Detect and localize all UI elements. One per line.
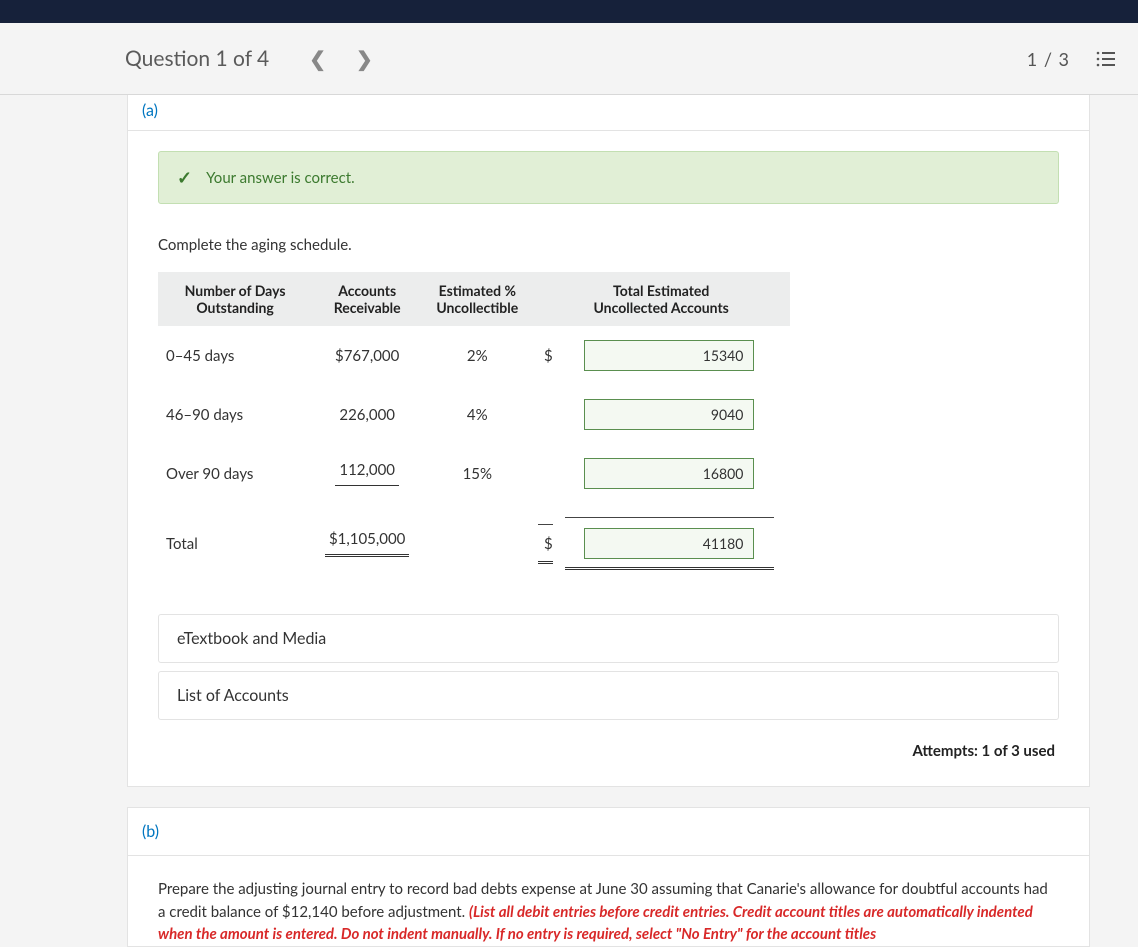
attempt-counter: 1 / 3	[1027, 48, 1070, 70]
uncollected-input[interactable]: 9040	[584, 399, 754, 430]
table-row: Over 90 days 112,000 15% 16800	[158, 444, 790, 503]
aging-schedule-table: Number of DaysOutstanding AccountsReceiv…	[158, 272, 790, 584]
attempts-text: Attempts: 1 of 3 used	[158, 728, 1059, 766]
total-label: Total	[158, 503, 312, 584]
next-question-button[interactable]: ❯	[356, 47, 373, 71]
uncollected-input[interactable]: 16800	[584, 458, 754, 489]
part-b-card: (b) Prepare the adjusting journal entry …	[127, 807, 1090, 947]
uncollected-input[interactable]: 15340	[584, 340, 754, 371]
list-of-accounts-accordion[interactable]: List of Accounts	[158, 671, 1059, 720]
pct-value: 4%	[422, 385, 532, 444]
ar-value: 226,000	[312, 385, 422, 444]
pct-value: 2%	[422, 326, 532, 385]
ar-value: $767,000	[312, 326, 422, 385]
col-header-ar: AccountsReceivable	[312, 272, 422, 326]
prev-question-button[interactable]: ❮	[309, 47, 326, 71]
top-navbar	[0, 0, 1138, 23]
etextbook-accordion[interactable]: eTextbook and Media	[158, 614, 1059, 663]
table-row: 46–90 days 226,000 4% 9040	[158, 385, 790, 444]
correct-banner-text: Your answer is correct.	[206, 169, 355, 187]
question-bar: Question 1 of 4 ❮ ❯ 1 / 3	[0, 23, 1138, 95]
days-label: 46–90 days	[158, 385, 312, 444]
uncollected-total-input[interactable]: 41180	[584, 528, 754, 559]
col-header-pct: Estimated %Uncollectible	[422, 272, 532, 326]
table-row: 0–45 days $767,000 2% $ 15340	[158, 326, 790, 385]
pct-value: 15%	[422, 444, 532, 503]
part-a-label: (a)	[128, 95, 1089, 130]
correct-banner: ✓ Your answer is correct.	[158, 151, 1059, 204]
dollar-sign: $	[532, 503, 558, 584]
col-header-days: Number of DaysOutstanding	[158, 272, 312, 326]
nav-arrows: ❮ ❯	[309, 47, 373, 71]
dollar-sign: $	[532, 326, 558, 385]
question-title: Question 1 of 4	[125, 46, 269, 71]
instruction-text: Complete the aging schedule.	[158, 236, 1059, 254]
days-label: 0–45 days	[158, 326, 312, 385]
ar-value: 112,000	[312, 444, 422, 503]
table-total-row: Total $1,105,000 $ 41180	[158, 503, 790, 584]
check-icon: ✓	[177, 166, 192, 189]
dollar-sign	[532, 385, 558, 444]
days-label: Over 90 days	[158, 444, 312, 503]
part-b-label: (b)	[128, 808, 1089, 855]
ar-total: $1,105,000	[312, 503, 422, 584]
part-a-card: (a) ✓ Your answer is correct. Complete t…	[127, 95, 1090, 787]
col-header-total: Total EstimatedUncollected Accounts	[532, 272, 790, 326]
question-list-icon[interactable]	[1096, 50, 1116, 68]
part-b-instruction: Prepare the adjusting journal entry to r…	[128, 856, 1089, 946]
dollar-sign	[532, 444, 558, 503]
